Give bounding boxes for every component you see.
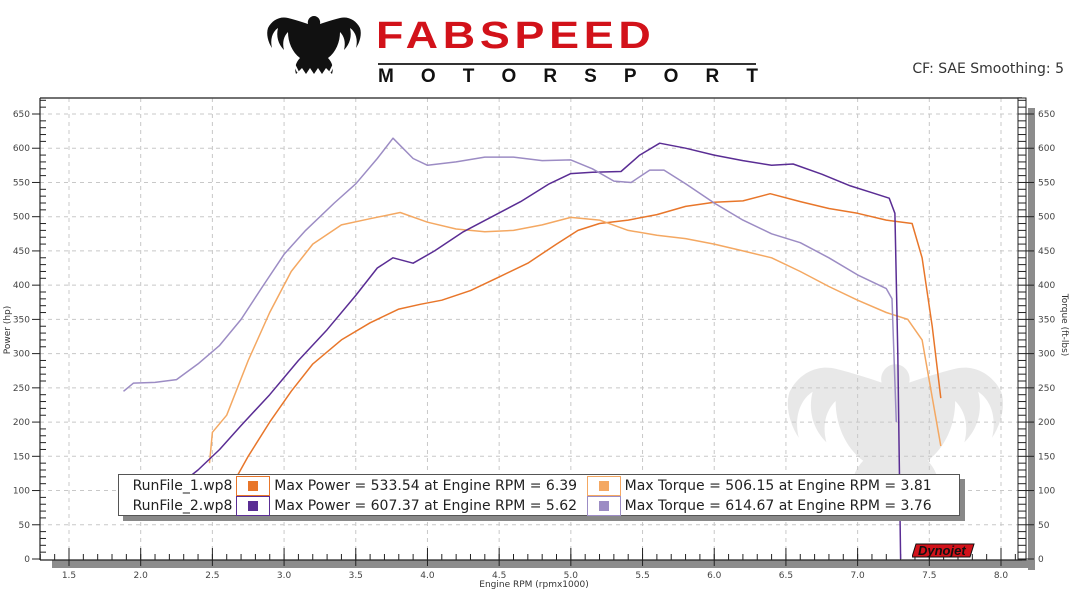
y-tick-label: 550 bbox=[13, 178, 30, 188]
power-swatch-icon bbox=[248, 481, 259, 491]
y-tick-label: 150 bbox=[13, 452, 30, 462]
y2-tick-label: 200 bbox=[1038, 418, 1055, 428]
legend-file-name: RunFile_1.wp8 bbox=[132, 478, 233, 494]
y2-axis-title: Torque (ft-lbs) bbox=[1059, 293, 1069, 357]
y-axis-title: Power (hp) bbox=[3, 306, 13, 355]
x-tick-label: 5.5 bbox=[635, 571, 649, 581]
axes: 0 0 50 50 100 100 150 150 200 200 250 250 300 300 350 3… bbox=[13, 97, 1055, 581]
dynojet-logo: Dynojet bbox=[912, 543, 975, 558]
legend-swatch-box bbox=[586, 476, 621, 496]
legend-swatch-box bbox=[236, 476, 271, 496]
y-tick-label: 450 bbox=[13, 247, 30, 257]
x-tick-label: 6.5 bbox=[779, 571, 793, 581]
y2-tick-label: 650 bbox=[1038, 110, 1055, 120]
y2-tick-label: 400 bbox=[1038, 281, 1055, 291]
y-tick-label: 500 bbox=[13, 213, 30, 223]
y2-tick-label: 50 bbox=[1038, 521, 1050, 531]
y2-tick-label: 350 bbox=[1038, 315, 1055, 325]
y2-tick-label: 250 bbox=[1038, 384, 1055, 394]
x-tick-label: 4.5 bbox=[492, 571, 506, 581]
x-tick-label: 6.0 bbox=[707, 571, 722, 581]
brand-divider bbox=[378, 63, 756, 65]
brand-name: FABSPEED bbox=[376, 15, 656, 57]
data-series bbox=[123, 137, 942, 560]
series-line bbox=[208, 211, 942, 464]
legend-max-torque: Max Torque = 506.15 at Engine RPM = 3.81 bbox=[624, 478, 932, 494]
y-tick-label: 600 bbox=[13, 144, 30, 154]
x-tick-label: 2.0 bbox=[134, 571, 149, 581]
x-axis-title: Engine RPM (rpmx1000) bbox=[479, 580, 588, 590]
x-tick-label: 3.5 bbox=[349, 571, 363, 581]
legend-max-power: Max Power = 607.37 at Engine RPM = 5.62 bbox=[274, 498, 578, 514]
series-line bbox=[180, 142, 902, 560]
y2-tick-label: 0 bbox=[1038, 555, 1044, 565]
y-tick-label: 350 bbox=[13, 315, 30, 325]
legend-swatch-box bbox=[236, 496, 271, 516]
y-tick-label: 300 bbox=[13, 350, 30, 360]
series-line bbox=[123, 137, 898, 423]
y2-tick-label: 150 bbox=[1038, 452, 1055, 462]
y2-tick-label: 550 bbox=[1038, 178, 1055, 188]
y-tick-label: 100 bbox=[13, 487, 30, 497]
correction-factor-label: CF: SAE Smoothing: 5 bbox=[912, 61, 1064, 77]
y2-tick-label: 300 bbox=[1038, 350, 1055, 360]
y-tick-label: 200 bbox=[13, 418, 30, 428]
y-tick-label: 50 bbox=[19, 521, 31, 531]
y2-tick-label: 450 bbox=[1038, 247, 1055, 257]
brand-subtitle: M O T O R S P O R T bbox=[378, 66, 758, 87]
x-tick-label: 5.0 bbox=[564, 571, 579, 581]
power-swatch-icon bbox=[248, 501, 259, 511]
x-tick-label: 1.5 bbox=[62, 571, 76, 581]
svg-text:Dynojet: Dynojet bbox=[918, 543, 966, 558]
brand-logo: FABSPEED M O T O R S P O R T bbox=[266, 12, 766, 87]
y-tick-label: 250 bbox=[13, 384, 30, 394]
y-tick-label: 400 bbox=[13, 281, 30, 291]
watermark-emblem-icon bbox=[787, 364, 1004, 498]
legend-max-torque: Max Torque = 614.67 at Engine RPM = 3.76 bbox=[624, 498, 932, 514]
legend-swatch-box bbox=[586, 496, 621, 516]
legend-row-run1: RunFile_1.wp8 Max Power = 533.54 at Engi… bbox=[119, 476, 959, 496]
x-tick-label: 4.0 bbox=[420, 571, 435, 581]
y-tick-label: 0 bbox=[24, 555, 30, 565]
legend-file-name: RunFile_2.wp8 bbox=[132, 498, 233, 514]
chart-legend: RunFile_1.wp8 Max Power = 533.54 at Engi… bbox=[118, 474, 960, 516]
x-tick-label: 7.0 bbox=[850, 571, 865, 581]
legend-row-run2: RunFile_2.wp8 Max Power = 607.37 at Engi… bbox=[119, 496, 959, 516]
x-tick-label: 2.5 bbox=[205, 571, 219, 581]
y2-tick-label: 500 bbox=[1038, 213, 1055, 223]
x-tick-label: 8.0 bbox=[994, 571, 1009, 581]
torque-swatch-icon bbox=[598, 481, 609, 491]
series-line bbox=[230, 192, 942, 488]
legend-max-power: Max Power = 533.54 at Engine RPM = 6.39 bbox=[274, 478, 578, 494]
y2-tick-label: 100 bbox=[1038, 487, 1055, 497]
y-tick-label: 650 bbox=[13, 110, 30, 120]
phoenix-emblem-icon bbox=[267, 16, 361, 74]
x-tick-label: 7.5 bbox=[922, 571, 936, 581]
x-tick-label: 3.0 bbox=[277, 571, 292, 581]
y2-tick-label: 600 bbox=[1038, 144, 1055, 154]
torque-swatch-icon bbox=[598, 501, 609, 511]
